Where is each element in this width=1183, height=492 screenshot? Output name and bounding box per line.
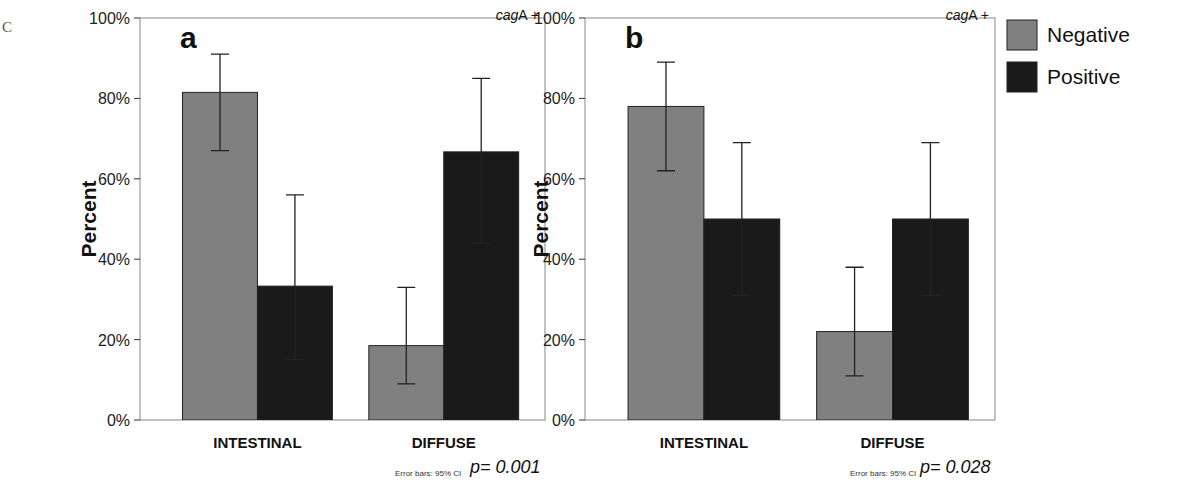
y-tick-label: 20% [543,332,575,349]
x-tick-label: DIFFUSE [412,434,476,451]
error-bar [846,267,864,376]
background [0,0,1183,492]
y-tick [579,178,585,179]
y-tick-label: 40% [98,251,130,268]
legend-swatch [1007,20,1037,50]
y-tick-label: 80% [98,90,130,107]
marks [183,54,519,420]
y-tick [134,178,140,179]
y-tick-label: 0% [107,412,130,429]
x-tick-label: INTESTINAL [213,434,301,451]
y-tick-label: 20% [98,332,130,349]
error-bar [733,143,751,296]
y-tick [134,259,140,260]
plot-frame [585,18,995,420]
y-tick [134,339,140,340]
y-tick-label: 0% [552,412,575,429]
error-bar [921,143,939,296]
error-bar [397,287,415,383]
legend-label: Negative [1047,23,1130,46]
error-note: Error bars: 95% CI [395,469,461,478]
panel: 0% 20% 40% 60% 80% 100% Percent INTESTINAL DIFFU… [77,7,545,478]
x-tick-label: INTESTINAL [660,434,748,451]
y-tick-label: 100% [534,10,575,27]
legend-swatch [1007,62,1037,92]
label-part: A + [968,7,989,23]
y-tick [579,98,585,99]
y-tick [579,420,585,421]
panel-title: a [180,21,197,54]
marks [628,62,968,420]
error-bar [286,195,304,360]
p-value: p= 0.001 [469,457,541,477]
y-tick [134,98,140,99]
margin-text: C [2,19,12,35]
y-tick [134,18,140,19]
y-axis-label: Percent [77,180,100,257]
error-bar [472,78,490,243]
y-axis-label: Percent [529,180,552,257]
legend-label: Positive [1047,65,1121,88]
panel-label: cagA + [946,7,989,23]
error-bar [211,54,229,150]
y-tick-label: 80% [543,90,575,107]
y-tick [134,420,140,421]
y-tick [579,18,585,19]
y-tick [579,259,585,260]
p-value: p= 0.028 [919,457,991,477]
y-tick [579,339,585,340]
y-tick-label: 60% [98,171,130,188]
label-part: cag [496,7,519,23]
chart-canvas: C 0% 20% 40% 60% 80% 100% Percent INTESTINAL DIFF… [0,0,1183,492]
panel-title: b [625,21,643,54]
error-bar [657,62,675,171]
plot-frame [140,18,545,420]
y-tick-label: 100% [89,10,130,27]
panel-label: cagA + [496,7,539,23]
error-note: Error bars: 95% CI [850,469,916,478]
panel: 0%20%40%60%80%100%PercentINTESTINALDIFFU… [529,7,1130,478]
label-part: cag [946,7,969,23]
x-tick-label: DIFFUSE [860,434,924,451]
